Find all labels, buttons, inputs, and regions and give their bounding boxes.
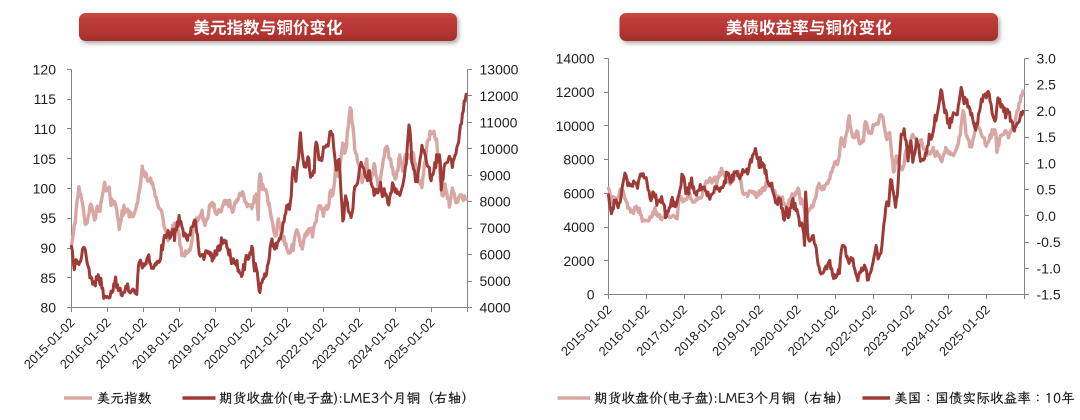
- svg-text:9000: 9000: [480, 167, 511, 183]
- svg-text:13000: 13000: [480, 62, 519, 78]
- svg-text:12000: 12000: [556, 84, 595, 100]
- svg-text:2000: 2000: [563, 253, 594, 269]
- svg-text:11000: 11000: [480, 114, 518, 130]
- svg-text:10000: 10000: [556, 118, 595, 134]
- svg-text:95: 95: [40, 210, 56, 226]
- svg-text:90: 90: [40, 240, 56, 256]
- svg-text:8000: 8000: [480, 194, 511, 210]
- svg-text:110: 110: [34, 121, 57, 137]
- svg-text:100: 100: [33, 181, 57, 197]
- svg-text:4000: 4000: [563, 219, 594, 235]
- svg-text:105: 105: [33, 151, 57, 167]
- svg-text:7000: 7000: [480, 220, 511, 236]
- svg-text:14000: 14000: [556, 51, 595, 67]
- svg-text:1.0: 1.0: [1037, 155, 1057, 171]
- svg-text:1.5: 1.5: [1037, 129, 1057, 145]
- svg-text:10000: 10000: [480, 141, 519, 157]
- svg-text:2.0: 2.0: [1037, 103, 1057, 119]
- svg-text:85: 85: [40, 270, 56, 286]
- svg-text:120: 120: [33, 62, 57, 78]
- svg-text:0.5: 0.5: [1037, 182, 1057, 198]
- svg-text:3.0: 3.0: [1037, 51, 1057, 67]
- svg-text:-0.5: -0.5: [1037, 234, 1061, 250]
- svg-text:0.0: 0.0: [1037, 208, 1057, 224]
- svg-text:6000: 6000: [563, 185, 594, 201]
- svg-text:80: 80: [40, 300, 56, 316]
- svg-text:12000: 12000: [480, 88, 519, 104]
- svg-text:8000: 8000: [563, 152, 594, 168]
- svg-text:-1.0: -1.0: [1037, 260, 1061, 276]
- svg-text:6000: 6000: [480, 247, 511, 263]
- svg-text:4000: 4000: [480, 300, 511, 316]
- svg-text:5000: 5000: [480, 273, 511, 289]
- svg-text:2.5: 2.5: [1037, 77, 1057, 93]
- svg-text:115: 115: [34, 91, 57, 107]
- svg-text:0: 0: [587, 287, 595, 303]
- svg-text:-1.5: -1.5: [1037, 287, 1061, 303]
